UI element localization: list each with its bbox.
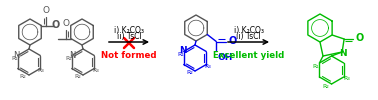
Text: N: N [14,51,20,60]
Text: ii) TsCl: ii) TsCl [236,32,261,41]
Text: N: N [339,48,347,58]
Text: R₁: R₁ [12,56,19,62]
Text: R₃: R₃ [343,76,350,82]
Text: i) K₂CO₃: i) K₂CO₃ [234,26,263,34]
Text: R₃: R₃ [38,68,44,74]
Text: N: N [179,46,187,55]
Text: R₂: R₂ [322,84,329,90]
Text: R₁: R₁ [66,56,72,62]
Text: O: O [355,33,363,43]
Text: R₂: R₂ [74,74,81,80]
Text: O: O [62,19,69,28]
Text: Not formed: Not formed [101,50,157,60]
Text: R₁: R₁ [312,64,319,70]
Text: R₃: R₃ [204,64,211,70]
Text: R₂: R₂ [187,70,194,76]
Text: OH: OH [217,52,232,62]
Text: ii) TsCl: ii) TsCl [117,32,141,41]
Text: i) K₂CO₃: i) K₂CO₃ [114,26,144,34]
Text: N: N [70,51,76,60]
Text: R₁: R₁ [178,52,184,57]
Text: R₂: R₂ [20,74,26,80]
Text: O: O [52,20,60,30]
Text: O: O [43,6,50,15]
Text: R₃: R₃ [93,68,99,74]
Text: O: O [228,36,237,46]
Text: Excellent yield: Excellent yield [213,50,284,60]
